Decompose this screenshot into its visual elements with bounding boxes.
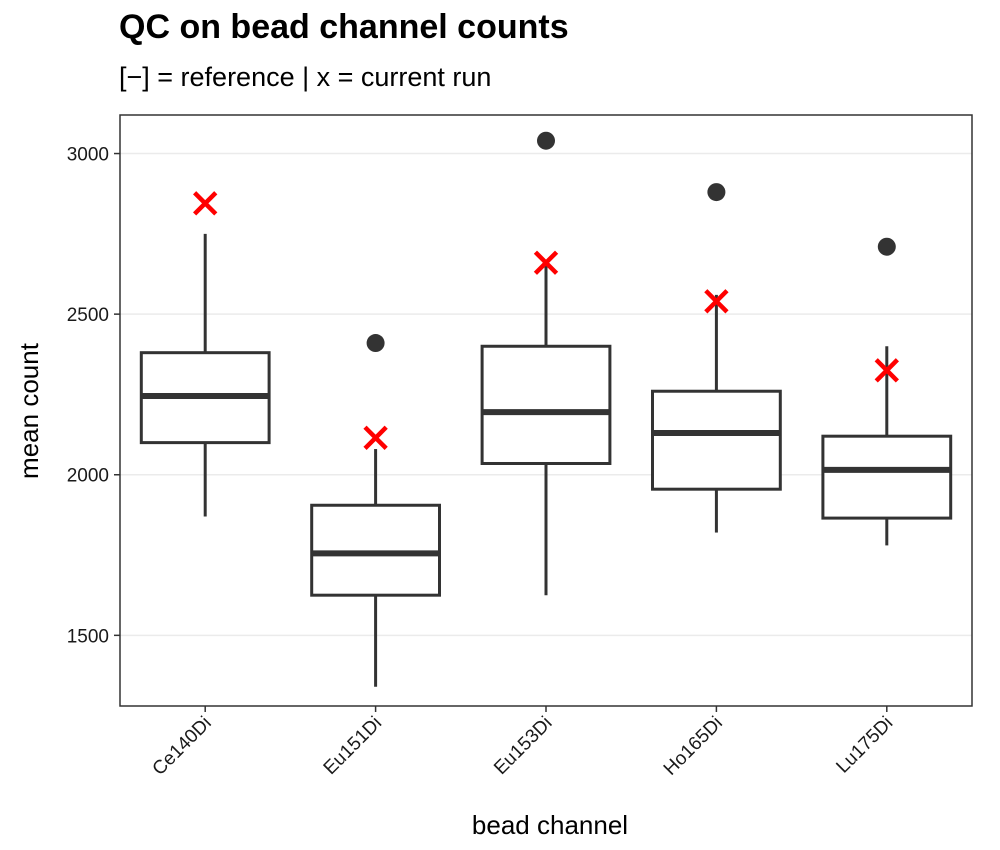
y-tick-label: 1500: [67, 626, 109, 647]
current-run-stroke: [193, 191, 218, 216]
x-tick-label: Eu151Di: [320, 713, 386, 779]
x-tick-label: Ho165Di: [660, 713, 727, 780]
y-tick-label: 2000: [67, 466, 109, 487]
y-tick-label: 3000: [67, 145, 109, 166]
current-run-stroke: [874, 358, 899, 383]
y-tick-label: 2500: [67, 305, 109, 326]
box-group-eu151di: [310, 334, 442, 687]
x-axis: Ce140Di Eu151Di Eu153Di Ho165Di Lu175Di: [149, 706, 897, 780]
box-group-ho165di: [651, 183, 782, 533]
current-run-marker: [193, 191, 218, 216]
current-run-marker: [363, 425, 388, 450]
current-run-stroke: [704, 289, 729, 314]
x-tick-label: Ce140Di: [149, 713, 216, 780]
x-tick-label: Eu153Di: [490, 713, 556, 779]
box-group-eu153di: [480, 131, 612, 596]
chart-title: QC on bead channel counts: [119, 8, 569, 46]
x-tick-label: Lu175Di: [832, 713, 897, 778]
iqr-box: [480, 344, 612, 465]
outlier-point: [707, 183, 726, 202]
iqr-box: [821, 434, 953, 520]
current-run-marker: [704, 289, 729, 314]
box-group-lu175di: [821, 237, 953, 546]
current-run-stroke: [533, 250, 559, 275]
chart-subtitle: [−] = reference | x = current run: [119, 62, 492, 92]
outlier-point: [537, 131, 555, 150]
current-run-stroke: [363, 425, 388, 450]
panel-border: [119, 114, 973, 707]
box-plots: [139, 131, 953, 687]
iqr-box: [310, 503, 442, 597]
iqr-box: [651, 389, 782, 491]
current-run-marker: [533, 250, 559, 275]
y-axis: 1500 2000 2500 3000: [67, 145, 120, 647]
outlier-point: [366, 334, 385, 353]
x-axis-title: bead channel: [472, 810, 628, 840]
box-group-ce140di: [139, 191, 271, 517]
y-axis-title: mean count: [14, 342, 44, 479]
current-run-marker: [874, 358, 899, 383]
outlier-point: [877, 237, 896, 256]
